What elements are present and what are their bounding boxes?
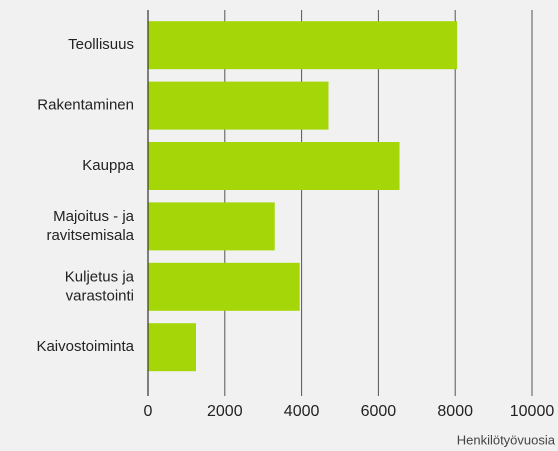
y-tick-label-line: ravitsemisala xyxy=(46,227,134,244)
y-tick-label-line: varastointi xyxy=(66,287,134,304)
bar xyxy=(148,323,196,372)
y-tick-label: Kaivostoiminta xyxy=(36,338,134,355)
y-tick-label-line: Majoitus - ja xyxy=(53,208,135,225)
y-tick-label: Rakentaminen xyxy=(37,97,134,114)
x-tick-label: 6000 xyxy=(361,403,397,420)
bar xyxy=(148,202,275,251)
y-tick-label: Kauppa xyxy=(82,157,134,174)
bar xyxy=(148,262,300,311)
x-tick-label: 2000 xyxy=(207,403,243,420)
bar xyxy=(148,81,329,130)
y-tick-label: Kuljetus ja varastointi xyxy=(65,268,135,304)
y-tick-label: Majoitus - ja ravitsemisala xyxy=(46,208,134,244)
x-axis-label: Henkilötyövuosia xyxy=(457,432,556,447)
y-tick-label-line: Teollisuus xyxy=(68,36,134,53)
bar xyxy=(148,142,400,190)
y-tick-label-line: Kuljetus ja xyxy=(65,268,135,285)
y-tick-label-line: Kaivostoiminta xyxy=(36,338,134,355)
x-tick-label: 10000 xyxy=(510,403,555,420)
y-tick-label-line: Rakentaminen xyxy=(37,97,134,114)
x-tick-label: 4000 xyxy=(284,403,320,420)
y-tick-label: Teollisuus xyxy=(68,36,134,53)
x-tick-label: 8000 xyxy=(437,403,473,420)
y-tick-label-line: Kauppa xyxy=(82,157,134,174)
bar xyxy=(148,21,458,70)
x-tick-label: 0 xyxy=(144,403,153,420)
